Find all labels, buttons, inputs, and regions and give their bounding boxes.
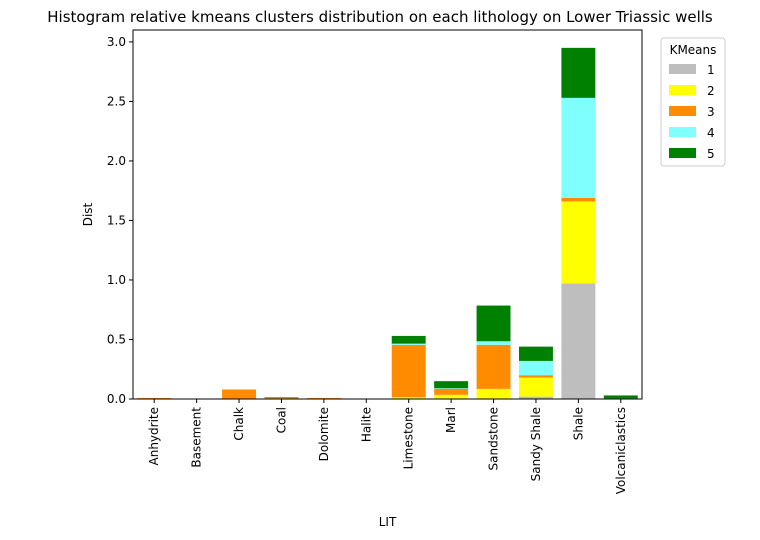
legend-swatch-3 bbox=[669, 106, 696, 116]
bars-layer bbox=[137, 47, 638, 400]
bar-marl-cluster-5 bbox=[434, 381, 469, 389]
y-tick-label: 2.0 bbox=[107, 154, 126, 168]
x-axis: Anhydrite Basement Chalk Coal Dolomite Halite… bbox=[147, 399, 628, 494]
legend-swatch-1 bbox=[669, 64, 696, 74]
legend: KMeans 1 2 3 4 5 bbox=[660, 37, 726, 167]
x-tick-label: Volcaniclastics bbox=[614, 407, 628, 494]
x-tick-label: Chalk bbox=[232, 407, 246, 441]
bar-sandstone-cluster-3 bbox=[476, 344, 511, 389]
bar-coal-cluster-3 bbox=[264, 397, 299, 399]
y-axis: 0.0 0.5 1.0 1.5 2.0 2.5 3.0 bbox=[107, 35, 133, 406]
bar-limestone-cluster-3 bbox=[391, 344, 426, 398]
bar-volcaniclastics-cluster-5 bbox=[603, 395, 638, 399]
x-tick-label: Shale bbox=[571, 407, 585, 440]
legend-title: KMeans bbox=[670, 43, 717, 57]
bar-sandstone-cluster-5 bbox=[476, 305, 511, 342]
x-tick-label: Sandy Shale bbox=[529, 407, 543, 481]
bar-sandy-shale-cluster-1 bbox=[518, 396, 553, 399]
bar-marl-cluster-2 bbox=[434, 394, 469, 399]
bar-shale-cluster-5 bbox=[561, 47, 596, 98]
bar-marl-cluster-3 bbox=[434, 388, 469, 395]
legend-label: 5 bbox=[707, 147, 715, 161]
bar-sandy-shale-cluster-2 bbox=[518, 377, 553, 397]
bar-marl-cluster-4 bbox=[434, 388, 469, 389]
bar-sandy-shale-cluster-3 bbox=[518, 375, 553, 378]
legend-swatch-5 bbox=[669, 148, 696, 158]
legend-items: 1 2 3 4 5 bbox=[669, 63, 715, 161]
x-tick-label: Coal bbox=[274, 407, 288, 433]
y-tick-label: 1.0 bbox=[107, 273, 126, 287]
bar-coal-cluster-5 bbox=[264, 397, 299, 398]
bar-shale-cluster-3 bbox=[561, 197, 596, 202]
bar-anhydrite-cluster-3 bbox=[137, 398, 172, 399]
legend-swatch-4 bbox=[669, 127, 696, 137]
bar-sandstone-cluster-2 bbox=[476, 388, 511, 399]
bar-sandstone-cluster-4 bbox=[476, 341, 511, 345]
x-tick-label: Anhydrite bbox=[147, 407, 161, 466]
bar-limestone-cluster-4 bbox=[391, 343, 426, 345]
chart-title: Histogram relative kmeans clusters distr… bbox=[47, 8, 713, 26]
bar-shale-cluster-4 bbox=[561, 97, 596, 198]
legend-swatch-2 bbox=[669, 85, 696, 95]
x-tick-label: Halite bbox=[359, 407, 373, 442]
legend-label: 4 bbox=[707, 126, 715, 140]
legend-frame bbox=[660, 37, 726, 167]
x-tick-label: Sandstone bbox=[487, 407, 501, 470]
plot-frame bbox=[132, 29, 643, 400]
y-tick-label: 0.5 bbox=[107, 332, 126, 346]
bar-sandy-shale-cluster-5 bbox=[518, 346, 553, 361]
y-tick-label: 0.0 bbox=[107, 392, 126, 406]
y-axis-label: Dist bbox=[81, 202, 95, 226]
x-tick-label: Basement bbox=[190, 407, 204, 468]
x-axis-label: LIT bbox=[379, 515, 397, 529]
bar-shale-cluster-2 bbox=[561, 201, 596, 284]
legend-label: 3 bbox=[707, 105, 715, 119]
x-tick-label: Limestone bbox=[402, 407, 416, 469]
bar-chalk-cluster-3 bbox=[222, 389, 257, 399]
bar-dolomite-cluster-3 bbox=[306, 398, 341, 399]
y-tick-label: 2.5 bbox=[107, 94, 126, 108]
x-tick-label: Marl bbox=[444, 407, 458, 433]
legend-label: 1 bbox=[707, 63, 715, 77]
bar-sandy-shale-cluster-4 bbox=[518, 360, 553, 376]
legend-label: 2 bbox=[707, 84, 715, 98]
x-tick-label: Dolomite bbox=[317, 407, 331, 461]
y-tick-label: 1.5 bbox=[107, 213, 126, 227]
bar-limestone-cluster-5 bbox=[391, 335, 426, 344]
y-tick-label: 3.0 bbox=[107, 35, 126, 49]
bar-coal-cluster-4 bbox=[264, 397, 299, 399]
bar-shale-cluster-1 bbox=[561, 283, 596, 399]
bar-limestone-cluster-2 bbox=[391, 397, 426, 399]
